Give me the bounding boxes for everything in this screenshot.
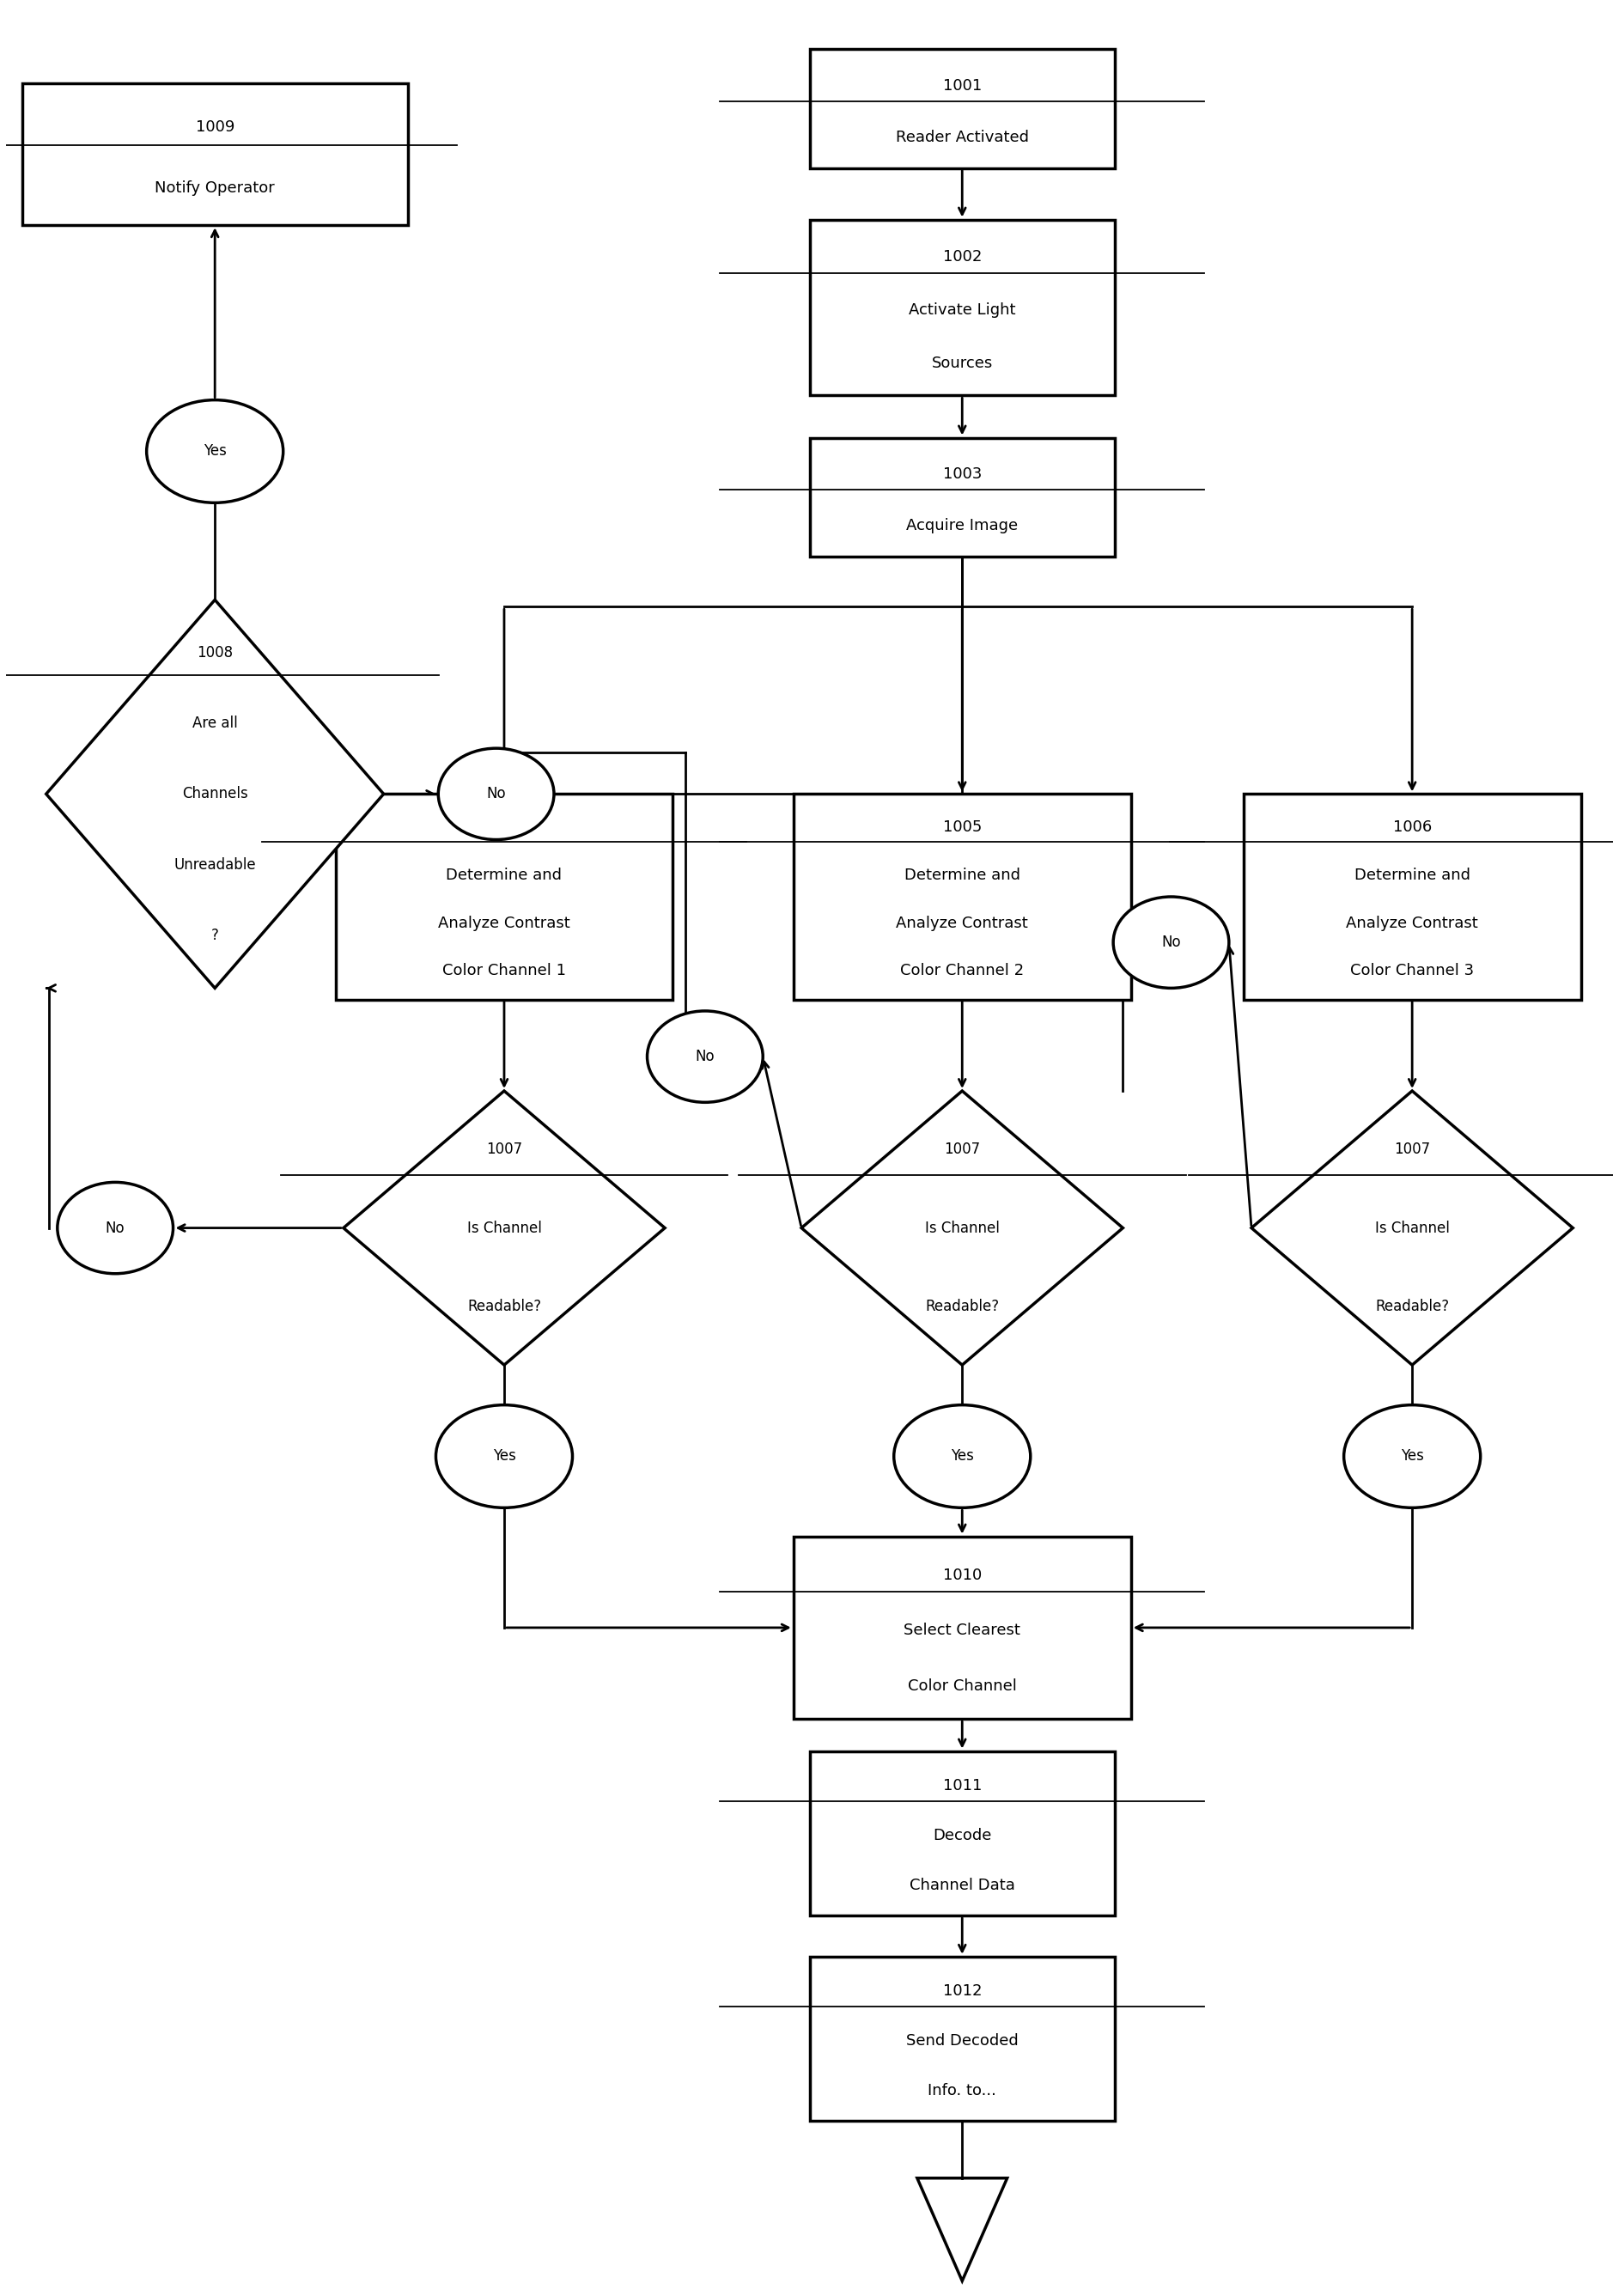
Text: 1011: 1011: [942, 1777, 981, 1793]
Text: Color Channel 2: Color Channel 2: [900, 962, 1025, 978]
Polygon shape: [343, 1091, 665, 1366]
Text: No: No: [105, 1219, 125, 1235]
Ellipse shape: [1344, 1405, 1480, 1508]
Ellipse shape: [439, 748, 554, 840]
Text: 1003: 1003: [942, 466, 981, 482]
Ellipse shape: [436, 1405, 573, 1508]
Text: No: No: [486, 785, 505, 801]
Text: Acquire Image: Acquire Image: [907, 517, 1018, 533]
Text: Activate Light: Activate Light: [908, 303, 1015, 317]
Text: Is Channel: Is Channel: [1375, 1219, 1449, 1235]
Text: 1004: 1004: [484, 820, 523, 836]
Text: Select Clearest: Select Clearest: [903, 1623, 1020, 1637]
Bar: [810, 1956, 1115, 2122]
Polygon shape: [801, 1091, 1124, 1366]
Text: Color Channel 1: Color Channel 1: [442, 962, 567, 978]
Text: Send Decoded: Send Decoded: [907, 2034, 1018, 2048]
Text: Readable?: Readable?: [1375, 1300, 1449, 1313]
Text: Yes: Yes: [950, 1449, 973, 1465]
Text: 1005: 1005: [942, 820, 981, 836]
Text: Channel Data: Channel Data: [910, 1878, 1015, 1894]
Text: Determine and: Determine and: [903, 868, 1020, 884]
Text: Determine and: Determine and: [447, 868, 562, 884]
Text: Decode: Decode: [933, 1828, 991, 1844]
Ellipse shape: [57, 1182, 173, 1274]
Text: Yes: Yes: [492, 1449, 516, 1465]
Ellipse shape: [894, 1405, 1030, 1508]
Text: Determine and: Determine and: [1353, 868, 1470, 884]
Text: Yes: Yes: [204, 443, 227, 459]
Text: 1007: 1007: [944, 1141, 979, 1157]
Text: Unreadable: Unreadable: [173, 856, 256, 872]
Bar: [335, 794, 674, 999]
Text: Notify Operator: Notify Operator: [155, 181, 275, 195]
Text: Color Channel: Color Channel: [908, 1678, 1017, 1694]
Text: No: No: [1161, 934, 1180, 951]
Ellipse shape: [147, 400, 283, 503]
Text: Are all: Are all: [193, 716, 238, 730]
Polygon shape: [45, 599, 384, 987]
Text: No: No: [695, 1049, 714, 1065]
Text: Sources: Sources: [931, 356, 992, 372]
Bar: [810, 439, 1115, 556]
Ellipse shape: [648, 1010, 763, 1102]
Text: 1001: 1001: [942, 78, 981, 94]
Text: Analyze Contrast: Analyze Contrast: [439, 916, 570, 930]
Text: Channels: Channels: [181, 785, 248, 801]
Polygon shape: [1251, 1091, 1574, 1366]
Text: Analyze Contrast: Analyze Contrast: [1345, 916, 1478, 930]
Bar: [810, 1752, 1115, 1915]
Text: 1007: 1007: [486, 1141, 523, 1157]
Bar: [810, 220, 1115, 395]
Text: 1007: 1007: [1394, 1141, 1430, 1157]
Bar: [793, 1536, 1132, 1720]
Text: 1008: 1008: [198, 645, 233, 661]
Text: 1006: 1006: [1392, 820, 1431, 836]
Bar: [793, 794, 1132, 999]
Text: Is Channel: Is Channel: [924, 1219, 999, 1235]
Text: Is Channel: Is Channel: [466, 1219, 541, 1235]
Text: 1010: 1010: [942, 1568, 981, 1582]
Text: Yes: Yes: [1400, 1449, 1423, 1465]
Text: Color Channel 3: Color Channel 3: [1350, 962, 1473, 978]
Bar: [810, 48, 1115, 168]
Text: Readable?: Readable?: [924, 1300, 999, 1313]
Ellipse shape: [1114, 898, 1229, 987]
Text: Readable?: Readable?: [468, 1300, 541, 1313]
Text: ?: ?: [210, 928, 219, 944]
Text: Analyze Contrast: Analyze Contrast: [897, 916, 1028, 930]
Text: 1012: 1012: [942, 1984, 981, 2000]
Bar: [23, 83, 408, 225]
Text: Reader Activated: Reader Activated: [895, 129, 1028, 145]
Text: 1002: 1002: [942, 248, 981, 264]
Text: 1009: 1009: [196, 119, 235, 135]
Bar: [1243, 794, 1580, 999]
Text: Info. to...: Info. to...: [928, 2082, 996, 2099]
